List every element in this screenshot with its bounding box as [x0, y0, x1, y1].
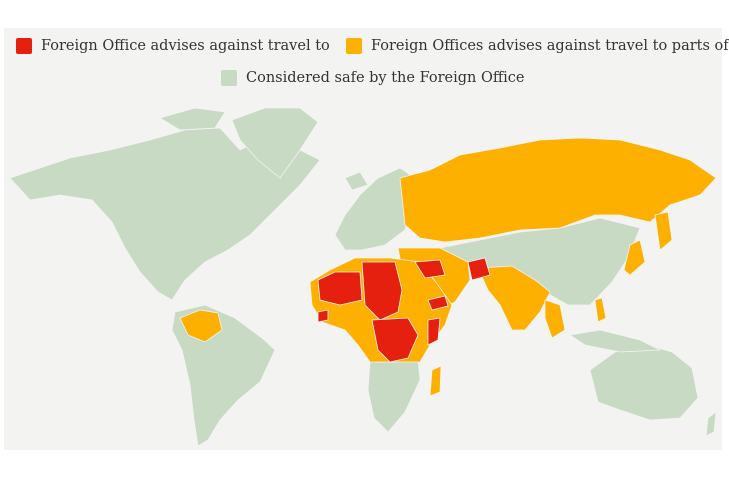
- west-africa-coast: [317, 309, 329, 323]
- canadian-islands: [159, 107, 226, 131]
- greenland: [231, 107, 319, 179]
- mauritania-mali: [317, 271, 363, 306]
- philippines: [594, 297, 607, 323]
- central-africa: [371, 317, 419, 363]
- madagascar: [429, 365, 442, 397]
- southern-africa: [367, 359, 421, 433]
- afghanistan: [467, 257, 491, 281]
- south-america: [171, 304, 276, 447]
- legend-item-against: Foreign Office advises against travel to: [16, 38, 330, 54]
- legend-swatch-green: [221, 70, 237, 86]
- libya-sahel: [361, 261, 403, 321]
- north-america: [9, 127, 321, 301]
- yemen: [427, 295, 449, 311]
- iceland-uk: [344, 171, 369, 191]
- legend-item-partial: Foreign Offices advises against travel t…: [346, 38, 729, 54]
- somalia: [427, 317, 441, 346]
- syria-iraq: [414, 259, 446, 279]
- south-asia: [477, 265, 551, 331]
- legend-label: Considered safe by the Foreign Office: [246, 70, 525, 86]
- venezuela-colombia: [179, 309, 223, 343]
- legend-item-safe: Considered safe by the Foreign Office: [221, 70, 525, 86]
- russia-east: [654, 211, 673, 251]
- australia: [589, 343, 699, 421]
- legend-swatch-orange: [346, 38, 362, 54]
- indonesia: [568, 329, 662, 353]
- new-zealand: [705, 411, 717, 437]
- russia: [399, 137, 717, 243]
- southeast-asia: [544, 299, 566, 339]
- legend-label: Foreign Offices advises against travel t…: [371, 38, 729, 54]
- japan: [623, 239, 646, 276]
- legend-label: Foreign Office advises against travel to: [41, 38, 330, 54]
- legend-swatch-red: [16, 38, 32, 54]
